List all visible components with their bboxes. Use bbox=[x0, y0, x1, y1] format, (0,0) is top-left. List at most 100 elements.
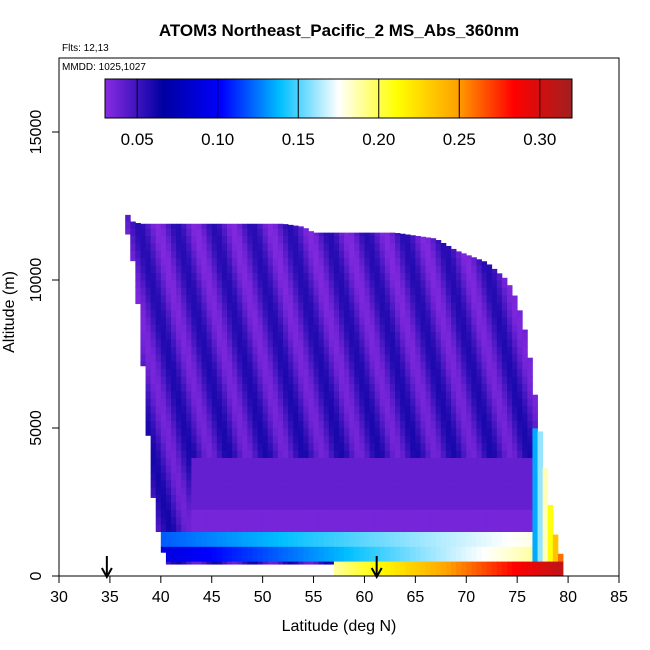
heatmap-cell bbox=[186, 228, 192, 236]
heatmap-cell bbox=[267, 361, 274, 370]
heatmap-cell bbox=[517, 361, 523, 370]
heatmap-cell bbox=[333, 368, 340, 377]
heatmap-cell bbox=[216, 487, 223, 495]
heatmap-cell bbox=[160, 428, 167, 436]
heatmap-cell bbox=[359, 502, 365, 510]
heatmap-cell bbox=[252, 509, 258, 518]
heatmap-cell bbox=[201, 539, 208, 547]
heatmap-cell bbox=[318, 317, 325, 325]
heatmap-cell bbox=[257, 368, 264, 377]
heatmap-cell bbox=[171, 223, 177, 229]
heatmap-cell bbox=[420, 346, 426, 355]
heatmap-cell bbox=[227, 223, 233, 229]
heatmap-cell bbox=[242, 472, 248, 481]
heatmap-cell bbox=[221, 339, 228, 347]
heatmap-cell bbox=[486, 494, 493, 503]
heatmap-cell bbox=[262, 502, 269, 510]
heatmap-cell bbox=[349, 232, 355, 236]
heatmap-cell bbox=[318, 531, 325, 540]
heatmap-cell bbox=[410, 317, 416, 325]
heatmap-cell bbox=[389, 442, 396, 451]
heatmap-cell bbox=[440, 376, 447, 384]
heatmap-cell bbox=[430, 376, 437, 384]
heatmap-cell bbox=[400, 516, 406, 525]
heatmap-cell bbox=[501, 564, 508, 576]
heatmap-cell bbox=[405, 553, 411, 562]
heatmap-cell bbox=[140, 265, 146, 273]
heatmap-cell bbox=[374, 383, 381, 392]
heatmap-cell bbox=[400, 420, 406, 429]
heatmap-cell bbox=[303, 479, 309, 488]
heatmap-cell bbox=[512, 368, 518, 377]
heatmap-cell bbox=[507, 354, 513, 362]
heatmap-cell bbox=[425, 272, 432, 281]
heatmap-cell bbox=[145, 361, 152, 370]
heatmap-cell bbox=[211, 502, 218, 510]
heatmap-cell bbox=[420, 383, 426, 392]
heatmap-cell bbox=[272, 487, 279, 495]
heatmap-cell bbox=[354, 272, 360, 281]
heatmap-cell bbox=[537, 431, 544, 436]
heatmap-cell bbox=[165, 472, 172, 481]
heatmap-cell bbox=[507, 553, 513, 562]
heatmap-cell bbox=[405, 376, 411, 384]
heatmap-cell bbox=[171, 331, 177, 340]
heatmap-cell bbox=[160, 398, 167, 407]
heatmap-cell bbox=[481, 531, 488, 540]
heatmap-cell bbox=[201, 243, 208, 251]
heatmap-cell bbox=[298, 494, 304, 503]
heatmap-cell bbox=[395, 354, 401, 362]
heatmap-cell bbox=[160, 235, 167, 244]
heatmap-cell bbox=[262, 435, 269, 444]
heatmap-cell bbox=[206, 339, 213, 347]
heatmap-cell bbox=[364, 553, 370, 562]
heatmap-cell bbox=[165, 494, 172, 503]
heatmap-cell bbox=[410, 257, 416, 266]
heatmap-cell bbox=[476, 354, 482, 362]
heatmap-cell bbox=[181, 457, 187, 466]
heatmap-cell bbox=[171, 339, 177, 347]
heatmap-cell bbox=[160, 524, 167, 532]
heatmap-cell bbox=[242, 398, 248, 407]
heatmap-cell bbox=[486, 553, 493, 562]
heatmap-cell bbox=[216, 331, 223, 340]
heatmap-cell bbox=[512, 465, 518, 473]
heatmap-cell bbox=[384, 413, 391, 421]
heatmap-cell bbox=[461, 287, 467, 296]
heatmap-cell bbox=[232, 398, 238, 407]
heatmap-cell bbox=[420, 405, 426, 414]
heatmap-cell bbox=[425, 509, 432, 518]
heatmap-cell bbox=[471, 531, 477, 540]
heatmap-cell bbox=[501, 354, 508, 362]
heatmap-cell bbox=[451, 309, 457, 318]
heatmap-cell bbox=[456, 450, 462, 458]
heatmap-cell bbox=[237, 553, 243, 562]
heatmap-cell bbox=[527, 368, 533, 377]
heatmap-cell bbox=[410, 509, 416, 518]
heatmap-cell bbox=[389, 243, 396, 251]
heatmap-cell bbox=[517, 339, 523, 347]
heatmap-cell bbox=[537, 472, 544, 481]
heatmap-cell bbox=[328, 561, 335, 565]
heatmap-cell bbox=[318, 539, 325, 547]
heatmap-cell bbox=[430, 324, 437, 333]
heatmap-cell bbox=[339, 531, 345, 540]
heatmap-cell bbox=[344, 524, 350, 532]
heatmap-cell bbox=[445, 420, 452, 429]
heatmap-cell bbox=[435, 376, 442, 384]
heatmap-cell bbox=[181, 398, 187, 407]
heatmap-cell bbox=[140, 228, 146, 236]
heatmap-cell bbox=[201, 494, 208, 503]
heatmap-cell bbox=[211, 450, 218, 458]
heatmap-cell bbox=[206, 494, 213, 503]
heatmap-cell bbox=[410, 472, 416, 481]
heatmap-cell bbox=[507, 442, 513, 451]
heatmap-cell bbox=[191, 235, 197, 244]
heatmap-cell bbox=[496, 383, 503, 392]
heatmap-cell bbox=[293, 250, 299, 259]
heatmap-cell bbox=[237, 331, 243, 340]
heatmap-cell bbox=[445, 539, 452, 547]
heatmap-cell bbox=[242, 450, 248, 458]
heatmap-cell bbox=[196, 391, 202, 399]
heatmap-cell bbox=[440, 383, 447, 392]
